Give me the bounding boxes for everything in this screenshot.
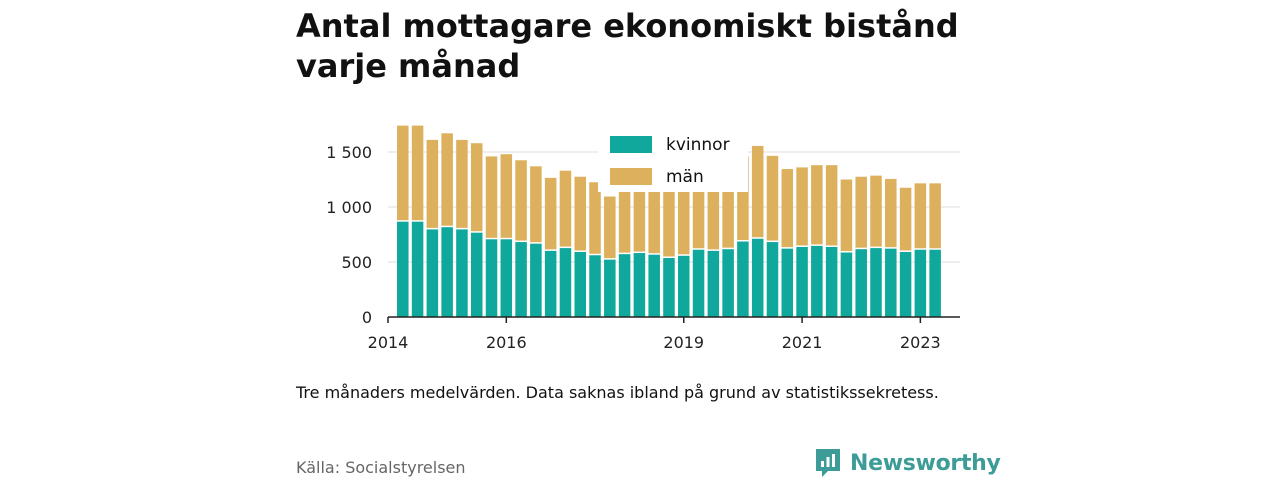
x-tick-label: 2023	[900, 333, 941, 352]
bar-kvinnor	[485, 239, 498, 317]
legend-label-man: män	[666, 167, 704, 187]
bar-kvinnor	[633, 253, 646, 317]
legend-swatch-man	[610, 168, 652, 185]
bar-man	[589, 182, 601, 254]
legend-swatch-kvinnor	[610, 136, 652, 153]
bar-kvinnor	[751, 238, 764, 317]
bar-man	[692, 184, 705, 249]
legend: kvinnor män	[598, 128, 748, 192]
bar-man	[515, 160, 527, 241]
stacked-bar-chart: 0 500 1 000 1 500 2014 2016 2019 2021 2023 kvin…	[326, 125, 960, 352]
bar-man	[811, 165, 823, 245]
bar-man	[530, 166, 542, 243]
bar-man	[781, 169, 794, 248]
bar-kvinnor	[899, 251, 912, 317]
y-axis-ticks: 0 500 1 000 1 500	[326, 143, 372, 327]
bar-man	[899, 187, 912, 251]
x-axis-ticks: 2014 2016 2019 2021 2023	[368, 317, 941, 352]
bar-kvinnor	[515, 242, 527, 317]
bar-man	[411, 125, 424, 221]
bar-kvinnor	[589, 255, 601, 317]
bar-man	[544, 177, 557, 250]
bar-man	[825, 165, 838, 246]
bar-kvinnor	[559, 248, 572, 317]
bar-kvinnor	[604, 259, 616, 317]
bar-kvinnor	[870, 248, 882, 317]
bar-man	[633, 185, 646, 252]
bar-kvinnor	[722, 249, 734, 317]
bar-kvinnor	[544, 250, 557, 317]
bar-kvinnor	[456, 229, 468, 317]
bar-kvinnor	[574, 251, 587, 317]
bar-kvinnor	[692, 249, 705, 317]
bar-man	[441, 133, 453, 226]
bar-kvinnor	[470, 232, 483, 317]
bar-kvinnor	[618, 254, 631, 317]
bar-man	[707, 183, 720, 250]
bar-man	[663, 190, 675, 257]
bar-man	[604, 196, 616, 259]
bar-man	[722, 174, 734, 248]
bar-man	[648, 186, 660, 254]
brand-name: Newsworthy	[850, 450, 1001, 476]
source-credit: Källa: Socialstyrelsen	[296, 458, 466, 477]
bar-kvinnor	[411, 221, 424, 317]
chart-title: Antal mottagare ekonomiskt bistånd varje…	[296, 7, 959, 85]
bar-kvinnor	[825, 247, 838, 317]
bar-man	[796, 167, 808, 246]
y-tick-label: 500	[341, 253, 372, 272]
legend-label-kvinnor: kvinnor	[666, 135, 730, 155]
bar-man	[559, 170, 572, 247]
bar-kvinnor	[766, 242, 779, 317]
y-tick-label: 1 000	[326, 198, 372, 217]
brand-logo[interactable]: Newsworthy	[814, 447, 1001, 479]
bar-kvinnor	[500, 239, 513, 317]
x-tick-label: 2014	[368, 333, 409, 352]
y-tick-label: 0	[362, 308, 372, 327]
x-tick-label: 2021	[782, 333, 823, 352]
bar-man	[766, 155, 779, 241]
bar-man	[840, 179, 853, 251]
bar-man	[397, 125, 409, 221]
bars	[397, 125, 941, 317]
bar-kvinnor	[855, 249, 867, 317]
bar-man	[574, 176, 587, 251]
bar-kvinnor	[530, 243, 542, 317]
bar-kvinnor	[796, 247, 808, 317]
bar-man	[618, 186, 631, 253]
bar-man	[677, 187, 690, 255]
bar-kvinnor	[397, 221, 409, 317]
x-tick-label: 2016	[486, 333, 527, 352]
x-tick-label: 2019	[663, 333, 704, 352]
bar-man	[426, 139, 439, 228]
bar-kvinnor	[441, 227, 453, 317]
bar-man	[470, 143, 483, 232]
bar-kvinnor	[737, 241, 749, 317]
bar-kvinnor	[811, 245, 823, 317]
bar-kvinnor	[663, 258, 675, 317]
chart-note: Tre månaders medelvärden. Data saknas ib…	[296, 383, 939, 402]
bar-kvinnor	[914, 249, 927, 317]
bar-man	[855, 176, 867, 248]
bar-kvinnor	[707, 250, 720, 317]
bar-man	[485, 156, 498, 238]
bar-kvinnor	[929, 249, 941, 317]
bar-kvinnor	[677, 255, 690, 317]
newsworthy-logo-icon	[816, 449, 840, 477]
bar-man	[500, 154, 513, 238]
bar-man	[870, 175, 882, 247]
bar-kvinnor	[648, 254, 660, 317]
bar-man	[456, 139, 468, 228]
bar-kvinnor	[840, 252, 853, 317]
bar-kvinnor	[885, 248, 897, 317]
bar-kvinnor	[781, 248, 794, 317]
bar-man	[737, 156, 749, 240]
bar-man	[885, 178, 897, 248]
bar-man	[914, 183, 927, 249]
y-tick-label: 1 500	[326, 143, 372, 162]
bar-kvinnor	[426, 229, 439, 317]
bar-man	[751, 145, 764, 238]
bar-man	[929, 183, 941, 249]
